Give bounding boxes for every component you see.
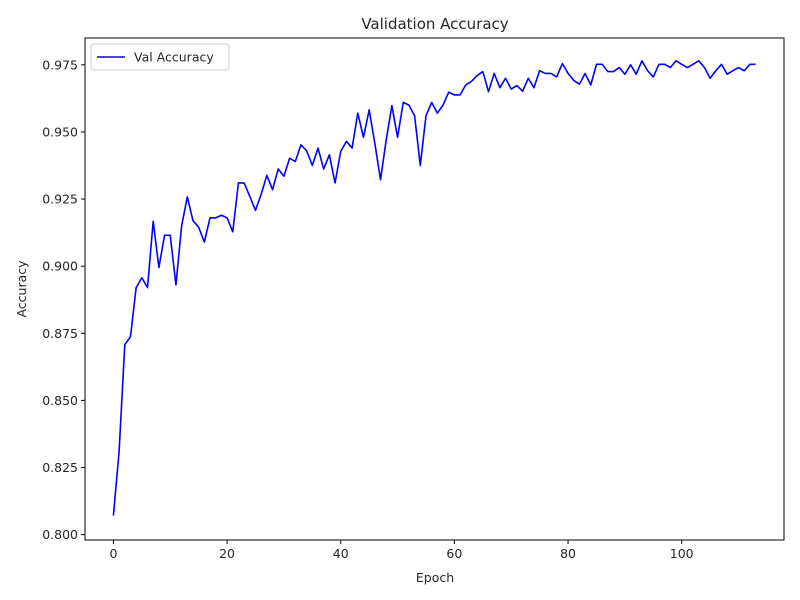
x-tick-label: 60	[446, 546, 462, 561]
chart-title: Validation Accuracy	[361, 15, 508, 33]
x-tick-label: 40	[333, 546, 349, 561]
y-tick-label: 0.875	[42, 326, 78, 341]
y-tick-label: 0.900	[42, 259, 78, 274]
axes-frame	[84, 37, 785, 541]
legend: Val Accuracy	[90, 43, 230, 71]
plot-area	[112, 60, 756, 516]
x-tick-label: 0	[109, 546, 117, 561]
legend-box	[90, 43, 230, 71]
y-tick-label: 0.800	[42, 527, 78, 542]
x-tick-label: 20	[219, 546, 235, 561]
legend-label-val-accuracy: Val Accuracy	[134, 50, 214, 65]
y-tick-label: 0.950	[42, 124, 78, 139]
y-tick-label: 0.850	[42, 393, 78, 408]
x-tick-label: 100	[670, 546, 694, 561]
y-tick-label: 0.975	[42, 57, 78, 72]
y-tick-label: 0.925	[42, 192, 78, 207]
x-axis: 0 20 40 60 80 100	[109, 540, 694, 561]
y-axis: 0.800 0.825 0.850 0.875 0.900 0.925 0.950 0.975	[42, 57, 85, 542]
y-axis-label: Accuracy	[14, 260, 29, 318]
series-line-val-accuracy	[112, 60, 756, 516]
y-tick-label: 0.825	[42, 460, 78, 475]
x-axis-label: Epoch	[416, 570, 454, 585]
x-tick-label: 80	[560, 546, 576, 561]
